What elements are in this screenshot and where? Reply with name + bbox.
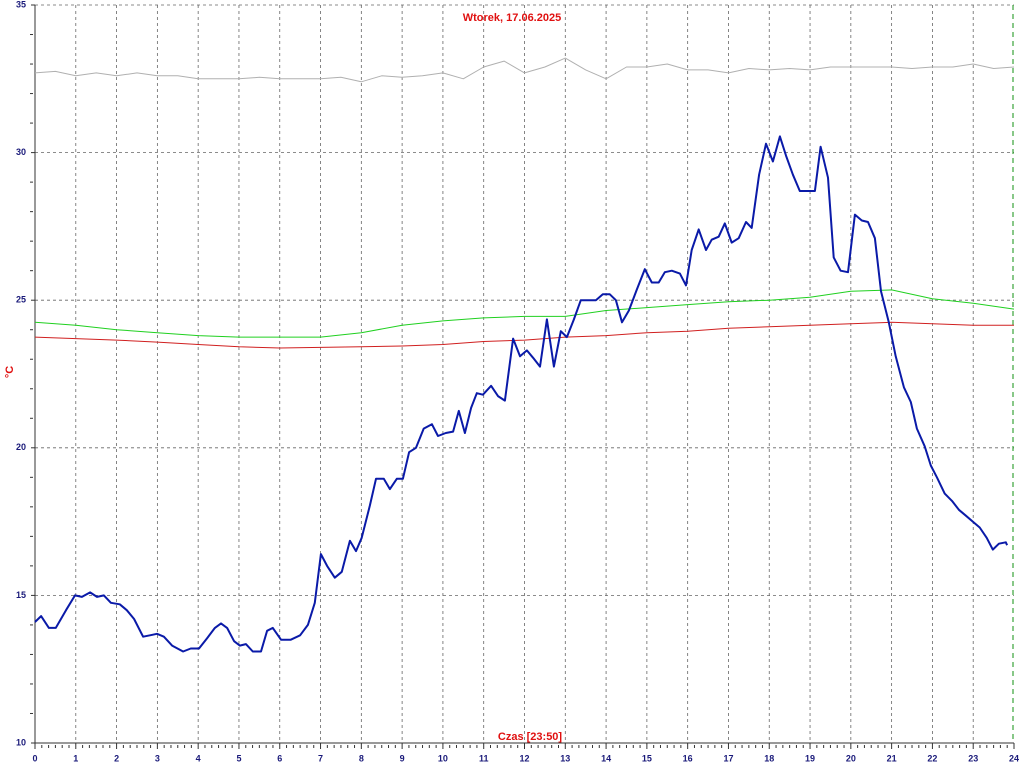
y-tick-label: 20 bbox=[16, 442, 26, 452]
x-tick-label: 6 bbox=[277, 753, 282, 763]
series-line bbox=[34, 57, 1015, 83]
x-tick-label: 15 bbox=[642, 753, 652, 763]
series-line bbox=[34, 289, 1015, 338]
y-tick-label: 10 bbox=[16, 737, 26, 747]
x-tick-label: 7 bbox=[318, 753, 323, 763]
y-tick-label: 30 bbox=[16, 147, 26, 157]
x-tick-label: 24 bbox=[1009, 753, 1019, 763]
x-tick-label: 18 bbox=[764, 753, 774, 763]
x-tick-label: 21 bbox=[887, 753, 897, 763]
x-tick-label: 12 bbox=[519, 753, 529, 763]
x-tick-label: 3 bbox=[155, 753, 160, 763]
x-tick-label: 10 bbox=[438, 753, 448, 763]
x-tick-label: 23 bbox=[968, 753, 978, 763]
series-line bbox=[34, 321, 1014, 349]
x-tick-label: 14 bbox=[601, 753, 611, 763]
x-tick-label: 20 bbox=[846, 753, 856, 763]
series-line bbox=[34, 135, 1009, 653]
x-tick-label: 5 bbox=[236, 753, 241, 763]
x-tick-label: 2 bbox=[114, 753, 119, 763]
y-tick-label: 25 bbox=[16, 295, 26, 305]
x-tick-label: 17 bbox=[723, 753, 733, 763]
y-axis-label: °C bbox=[4, 366, 16, 378]
x-tick-label: 22 bbox=[927, 753, 937, 763]
y-tick-label: 35 bbox=[16, 0, 26, 9]
x-tick-label: 11 bbox=[479, 753, 489, 763]
x-tick-label: 13 bbox=[560, 753, 570, 763]
x-axis-label: Czas [23:50] bbox=[498, 731, 563, 743]
x-tick-label: 9 bbox=[400, 753, 405, 763]
x-tick-label: 16 bbox=[683, 753, 693, 763]
x-tick-label: 4 bbox=[196, 753, 201, 763]
chart-title: Wtorek, 17.06.2025 bbox=[463, 12, 561, 24]
x-tick-label: 0 bbox=[32, 753, 37, 763]
y-tick-label: 15 bbox=[16, 590, 26, 600]
x-tick-label: 1 bbox=[73, 753, 78, 763]
x-tick-label: 19 bbox=[805, 753, 815, 763]
x-tick-label: 8 bbox=[359, 753, 364, 763]
